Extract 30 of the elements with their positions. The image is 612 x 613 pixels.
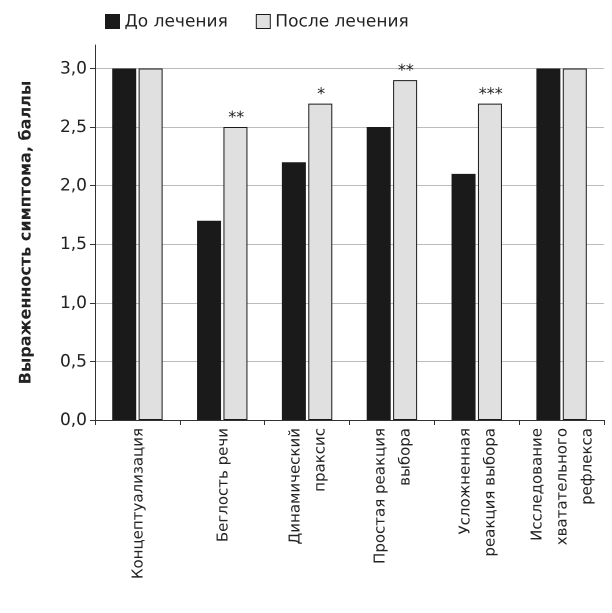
bar [138, 68, 163, 420]
y-axis-title: Выраженность симптома, баллы [16, 80, 34, 384]
legend-label: До лечения [124, 12, 228, 32]
bar [478, 104, 502, 420]
annotation: *** [478, 84, 503, 104]
annotation: * [317, 84, 326, 104]
legend-label: После лечения [275, 12, 409, 32]
annotation: ** [228, 108, 244, 127]
bar [308, 104, 332, 420]
y-tick-label: 2,5 [60, 117, 87, 138]
bar [223, 127, 248, 420]
bar [452, 174, 476, 420]
bar [536, 68, 560, 420]
y-tick-label: 1,0 [60, 292, 87, 313]
bar [197, 220, 222, 420]
y-tick-label: 0,0 [60, 410, 87, 430]
bar [562, 68, 587, 420]
bar [282, 162, 306, 420]
x-tick-label: Простая реакция выбора [370, 428, 414, 564]
x-tick-label: Концептуализация [128, 428, 146, 580]
y-tick-label: 2,0 [60, 176, 87, 196]
x-tick-label: Беглость речи [213, 428, 232, 542]
bar [393, 80, 418, 420]
y-tick-label: 0,5 [60, 351, 87, 372]
y-tick-label: 3,0 [60, 58, 87, 78]
bar [366, 127, 391, 420]
x-tick-label: Динамический праксис [286, 428, 329, 544]
y-tick-label: 1,5 [60, 234, 87, 254]
annotation: ** [398, 60, 414, 80]
bar [112, 68, 136, 420]
